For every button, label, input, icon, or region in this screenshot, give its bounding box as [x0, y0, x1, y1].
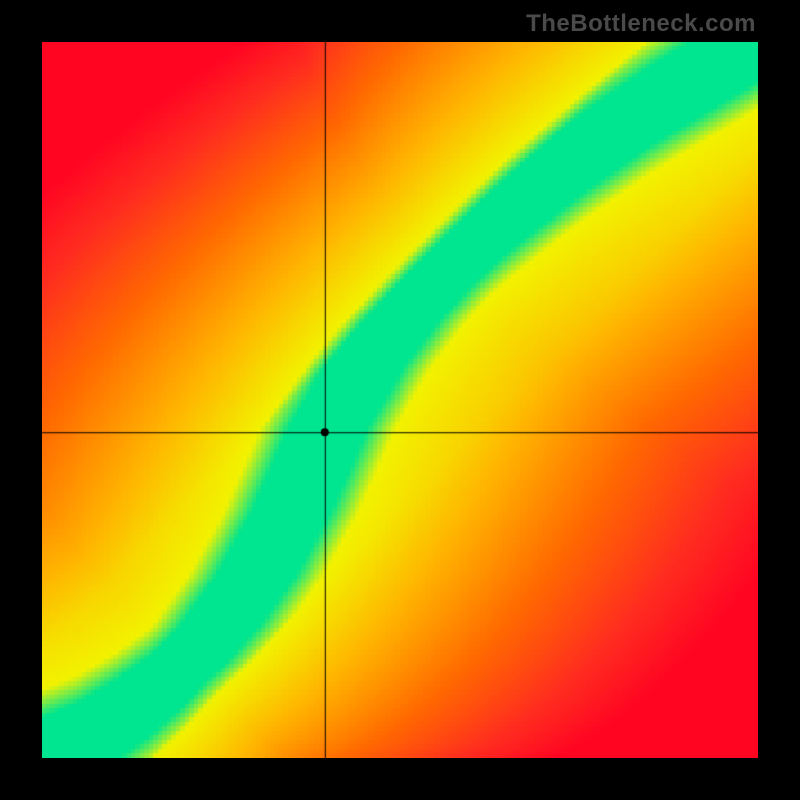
chart-container: TheBottleneck.com — [0, 0, 800, 800]
watermark-text: TheBottleneck.com — [526, 10, 756, 38]
bottleneck-heatmap — [42, 42, 758, 758]
